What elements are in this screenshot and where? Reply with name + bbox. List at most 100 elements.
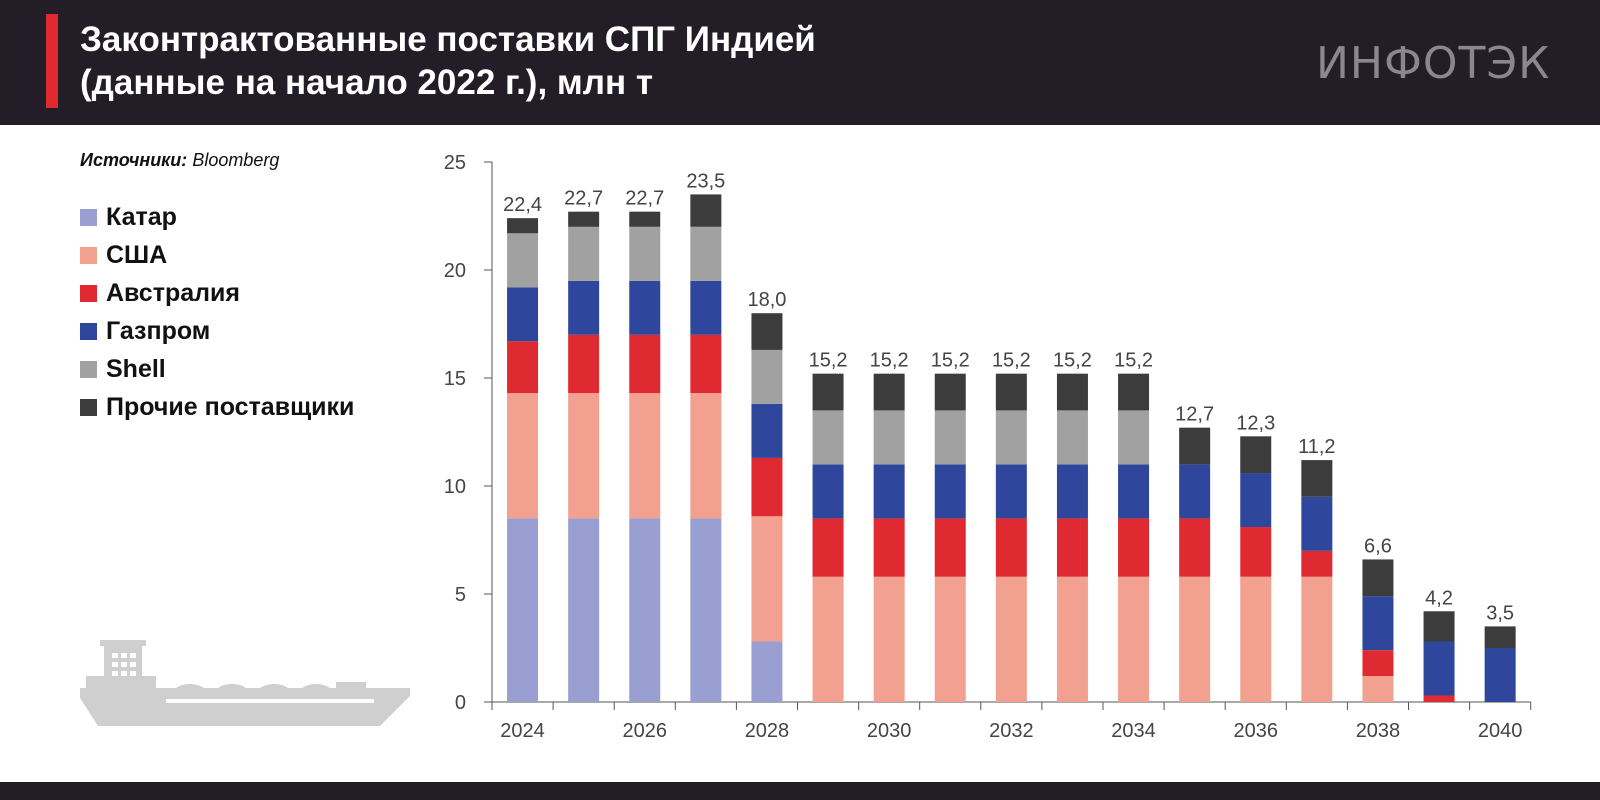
bar-segment	[629, 211, 661, 227]
bar-segment	[1240, 436, 1272, 474]
bar-segment	[873, 410, 905, 465]
bar-segment	[995, 373, 1027, 411]
source-value: Bloomberg	[192, 150, 280, 170]
bar-total-label: 15,2	[1114, 350, 1153, 372]
bar-segment	[751, 516, 783, 642]
bar-total-label: 12,7	[1175, 404, 1214, 426]
bar-segment	[1301, 576, 1333, 702]
bar-segment	[1301, 550, 1333, 577]
bar-segment	[934, 373, 966, 411]
footer-bar	[0, 782, 1600, 800]
bar-segment	[1423, 641, 1455, 696]
bar-total-label: 15,2	[809, 350, 848, 372]
bar-total-label: 15,2	[931, 350, 970, 372]
bar-segment	[751, 313, 783, 350]
page-title: Законтрактованные поставки СПГ Индией (д…	[80, 18, 816, 104]
bar-segment	[690, 194, 722, 227]
bar-segment	[507, 518, 539, 702]
bar-segment	[1056, 464, 1088, 519]
title-accent-bar	[46, 14, 58, 108]
bar-segment	[873, 576, 905, 702]
bar-segment	[1118, 464, 1150, 519]
bar-segment	[812, 464, 844, 519]
legend-item-others: Прочие поставщики	[80, 388, 354, 426]
bar-segment	[1301, 496, 1333, 551]
lng-tanker-icon	[80, 640, 410, 726]
x-tick-label: 2028	[745, 720, 790, 742]
bar-total-label: 23,5	[686, 170, 725, 192]
bar-segment	[568, 393, 600, 519]
bar-segment	[507, 393, 539, 519]
bar-segment	[812, 410, 844, 465]
bar-segment	[934, 518, 966, 577]
bar-total-label: 18,0	[747, 289, 786, 311]
bar-segment	[1056, 410, 1088, 465]
legend-swatch-others	[80, 398, 97, 416]
bar-segment	[1362, 650, 1394, 677]
bar-total-label: 15,2	[1053, 350, 1092, 372]
bar-segment	[1118, 410, 1150, 465]
bar-segment	[629, 334, 661, 394]
x-tick-label: 2036	[1234, 720, 1279, 742]
bar-segment	[873, 518, 905, 577]
legend-label-gazprom: Газпром	[106, 316, 211, 345]
bar-segment	[629, 280, 661, 335]
bar-total-label: 3,5	[1486, 602, 1514, 624]
source-label: Источники:	[80, 150, 188, 170]
bar-segment	[751, 457, 783, 517]
bar-segment	[690, 334, 722, 394]
legend-swatch-shell	[80, 360, 97, 378]
legend-item-shell: Shell	[80, 350, 354, 388]
bar-segment	[995, 576, 1027, 702]
bar-total-label: 12,3	[1236, 412, 1275, 434]
bar-segment	[751, 403, 783, 458]
legend-swatch-australia	[80, 284, 97, 302]
bar-segment	[1362, 596, 1394, 651]
lng-contracts-chart: 0 5 10 15 20 25 22,4 2024 22,7 22,7 2026 23,5 18,0 20…	[444, 152, 1532, 742]
bar-segment	[1362, 676, 1394, 702]
brand-logo: ИНФОТЭК	[1316, 38, 1551, 89]
bar-segment	[995, 410, 1027, 465]
bar-segment	[1179, 576, 1211, 702]
bar-segment	[1179, 427, 1211, 465]
bar-segment	[568, 518, 600, 702]
legend-swatch-usa	[80, 246, 97, 264]
x-tick-label: 2034	[1111, 720, 1156, 742]
bar-segment	[690, 518, 722, 702]
x-tick-label: 2030	[867, 720, 912, 742]
bar-segment	[751, 641, 783, 702]
bar-segment	[873, 464, 905, 519]
bar-total-label: 11,2	[1298, 436, 1335, 458]
legend-label-shell: Shell	[106, 354, 166, 383]
y-tick-label: 5	[455, 584, 466, 606]
bar-segment	[507, 341, 539, 394]
bar-segment	[1423, 695, 1455, 702]
legend-label-australia: Австралия	[106, 278, 240, 307]
legend-swatch-gazprom	[80, 322, 97, 340]
legend-label-usa: США	[106, 240, 168, 269]
bar-segment	[507, 233, 539, 288]
chart-legend: Катар США Австралия Газпром Shell Прочие…	[80, 198, 354, 426]
bar-total-label: 15,2	[870, 350, 909, 372]
x-tick-label: 2040	[1478, 720, 1523, 742]
bar-segment	[751, 349, 783, 404]
x-tick-label: 2024	[500, 720, 545, 742]
bar-segment	[995, 518, 1027, 577]
legend-label-others: Прочие поставщики	[106, 392, 355, 421]
bar-segment	[1118, 373, 1150, 411]
bar-total-label: 4,2	[1425, 587, 1453, 609]
bar-segment	[812, 576, 844, 702]
bar-segment	[1423, 611, 1455, 642]
bar-segment	[1301, 460, 1333, 497]
legend-item-australia: Австралия	[80, 274, 354, 312]
x-tick-label: 2038	[1356, 720, 1401, 742]
bar-segment	[507, 287, 539, 342]
bar-segment	[690, 393, 722, 519]
bar-segment	[507, 218, 539, 234]
bar-segment	[1240, 473, 1272, 528]
bar-segment	[812, 518, 844, 577]
bar-segment	[1240, 576, 1272, 702]
bar-segment	[1179, 464, 1211, 519]
x-tick-label: 2026	[623, 720, 668, 742]
bar-segment	[1118, 518, 1150, 577]
